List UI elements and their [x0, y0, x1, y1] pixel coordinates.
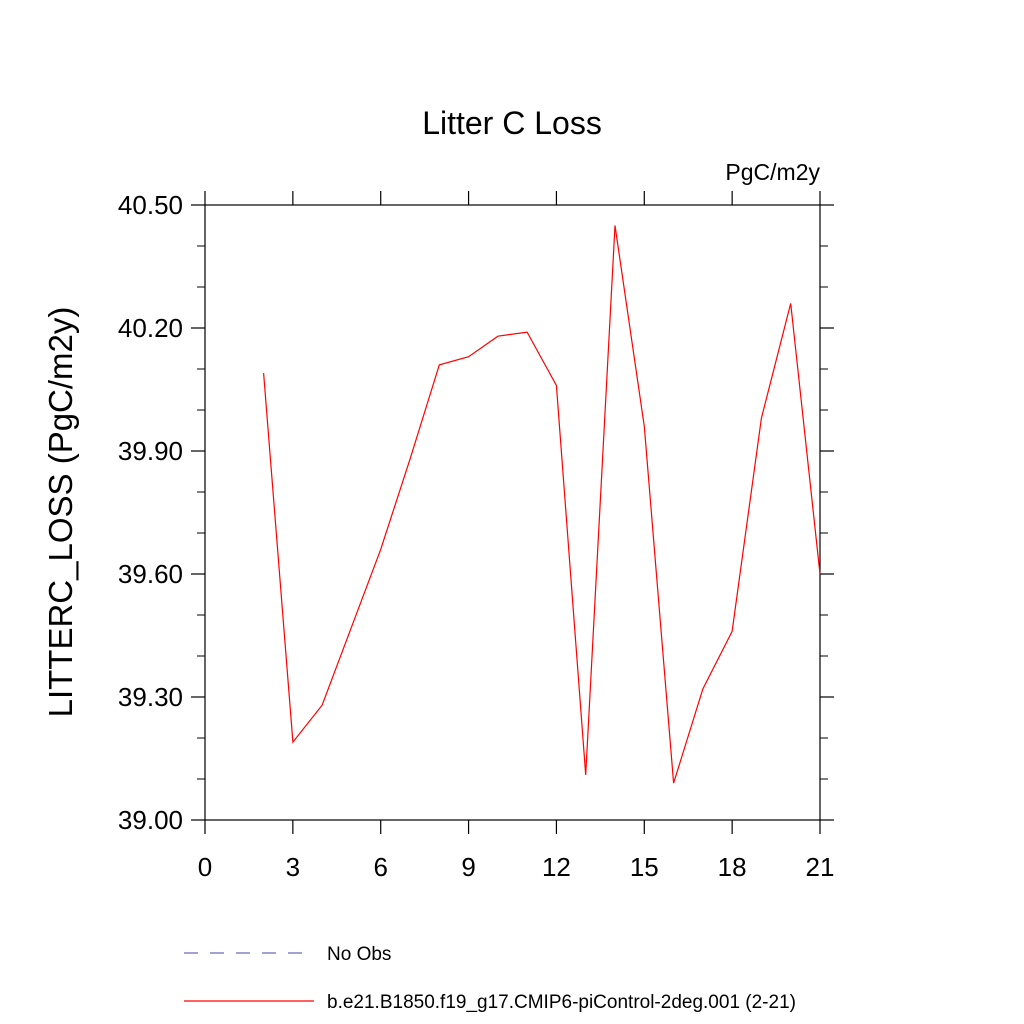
series-layer	[263, 225, 821, 784]
legend-label-no-obs: No Obs	[327, 944, 391, 965]
x-tick-label: 18	[718, 852, 747, 882]
y-tick-label: 40.50	[118, 190, 183, 220]
x-tick-label: 3	[286, 852, 300, 882]
x-tick-label: 12	[542, 852, 571, 882]
legend-label-series: b.e21.B1850.f19_g17.CMIP6-piControl-2deg…	[327, 992, 796, 1013]
y-tick-label: 39.90	[118, 436, 183, 466]
y-tick-label: 39.30	[118, 682, 183, 712]
units-label: PgC/m2y	[725, 159, 820, 185]
x-tick-label: 9	[461, 852, 475, 882]
series-line-0	[263, 225, 821, 784]
y-axis-label: LITTERC_LOSS (PgC/m2y)	[42, 307, 79, 718]
x-tick-label: 21	[806, 852, 835, 882]
y-axis-ticks: 39.00 39.30 39.60 39.90 40.20 40.50	[118, 190, 834, 835]
x-tick-label: 6	[373, 852, 387, 882]
y-tick-label: 40.20	[118, 313, 183, 343]
x-axis-ticks: 0 3 6 9 12 15 18 21	[198, 191, 835, 882]
plot-frame	[204, 204, 821, 821]
chart-title: Litter C Loss	[422, 105, 602, 141]
y-tick-label: 39.00	[118, 805, 183, 835]
x-tick-label: 15	[630, 852, 659, 882]
x-tick-label: 0	[198, 852, 212, 882]
y-tick-label: 39.60	[118, 559, 183, 589]
legend: No Obs b.e21.B1850.f19_g17.CMIP6-piContr…	[184, 944, 796, 1013]
plot-border	[204, 204, 821, 821]
